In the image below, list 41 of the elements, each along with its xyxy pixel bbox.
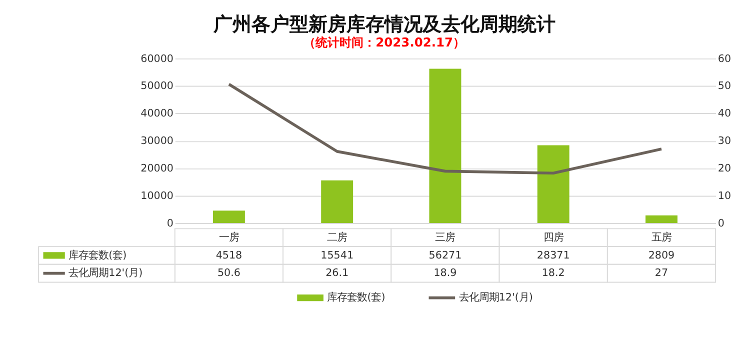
text: 库存套数(套) xyxy=(68,249,127,262)
chart-title: 广州各户型新房库存情况及去化周期统计 xyxy=(212,13,556,36)
x-tick-label: 五房 xyxy=(651,231,672,244)
y2-tick-label: 40 xyxy=(718,108,732,120)
y2-tick-label: 30 xyxy=(718,135,732,148)
line-series xyxy=(228,82,663,175)
y2-tick-label: 20 xyxy=(718,162,732,174)
text: 去化周期12'(月) xyxy=(68,267,143,280)
y2-tick-label: 10 xyxy=(718,190,732,202)
x-tick-label: 四房 xyxy=(543,231,564,244)
bar xyxy=(537,145,570,224)
y-tick-label: 30000 xyxy=(140,135,174,148)
data-label: 50.6 xyxy=(217,267,240,280)
y2-tick-label: 60 xyxy=(718,52,732,65)
bar xyxy=(429,68,462,224)
legend-label: 库存套数(套) xyxy=(327,292,386,304)
data-label: 15541 xyxy=(320,249,354,262)
y-tick-label: 10000 xyxy=(140,190,174,202)
x-tick-label: 三房 xyxy=(435,231,456,244)
data-label: 28371 xyxy=(536,249,570,262)
y-tick-label: 40000 xyxy=(140,108,174,120)
chart-subtitle: （统计时间：2023.02.17） xyxy=(304,35,465,50)
y-tick-label: 60000 xyxy=(140,52,174,65)
data-label: 18.9 xyxy=(434,267,457,280)
bar xyxy=(646,215,678,224)
x-tick-label: 二房 xyxy=(327,231,348,244)
data-label: 2809 xyxy=(648,249,675,262)
legend-label: 去化周期12'(月) xyxy=(458,292,533,304)
data-label: 27 xyxy=(654,267,668,280)
bar xyxy=(321,180,354,224)
bar xyxy=(212,210,245,224)
y-tick-label: 50000 xyxy=(140,80,174,92)
y2-tick-label: 0 xyxy=(718,217,724,230)
data-label: 26.1 xyxy=(326,267,349,280)
y-tick-label: 0 xyxy=(166,217,174,230)
y2-tick-label: 50 xyxy=(718,80,732,92)
data-label: 4518 xyxy=(216,249,242,262)
y-tick-label: 20000 xyxy=(140,162,174,174)
x-tick-label: 一房 xyxy=(218,231,239,244)
data-label: 56271 xyxy=(428,249,462,262)
data-label: 18.2 xyxy=(542,267,565,280)
